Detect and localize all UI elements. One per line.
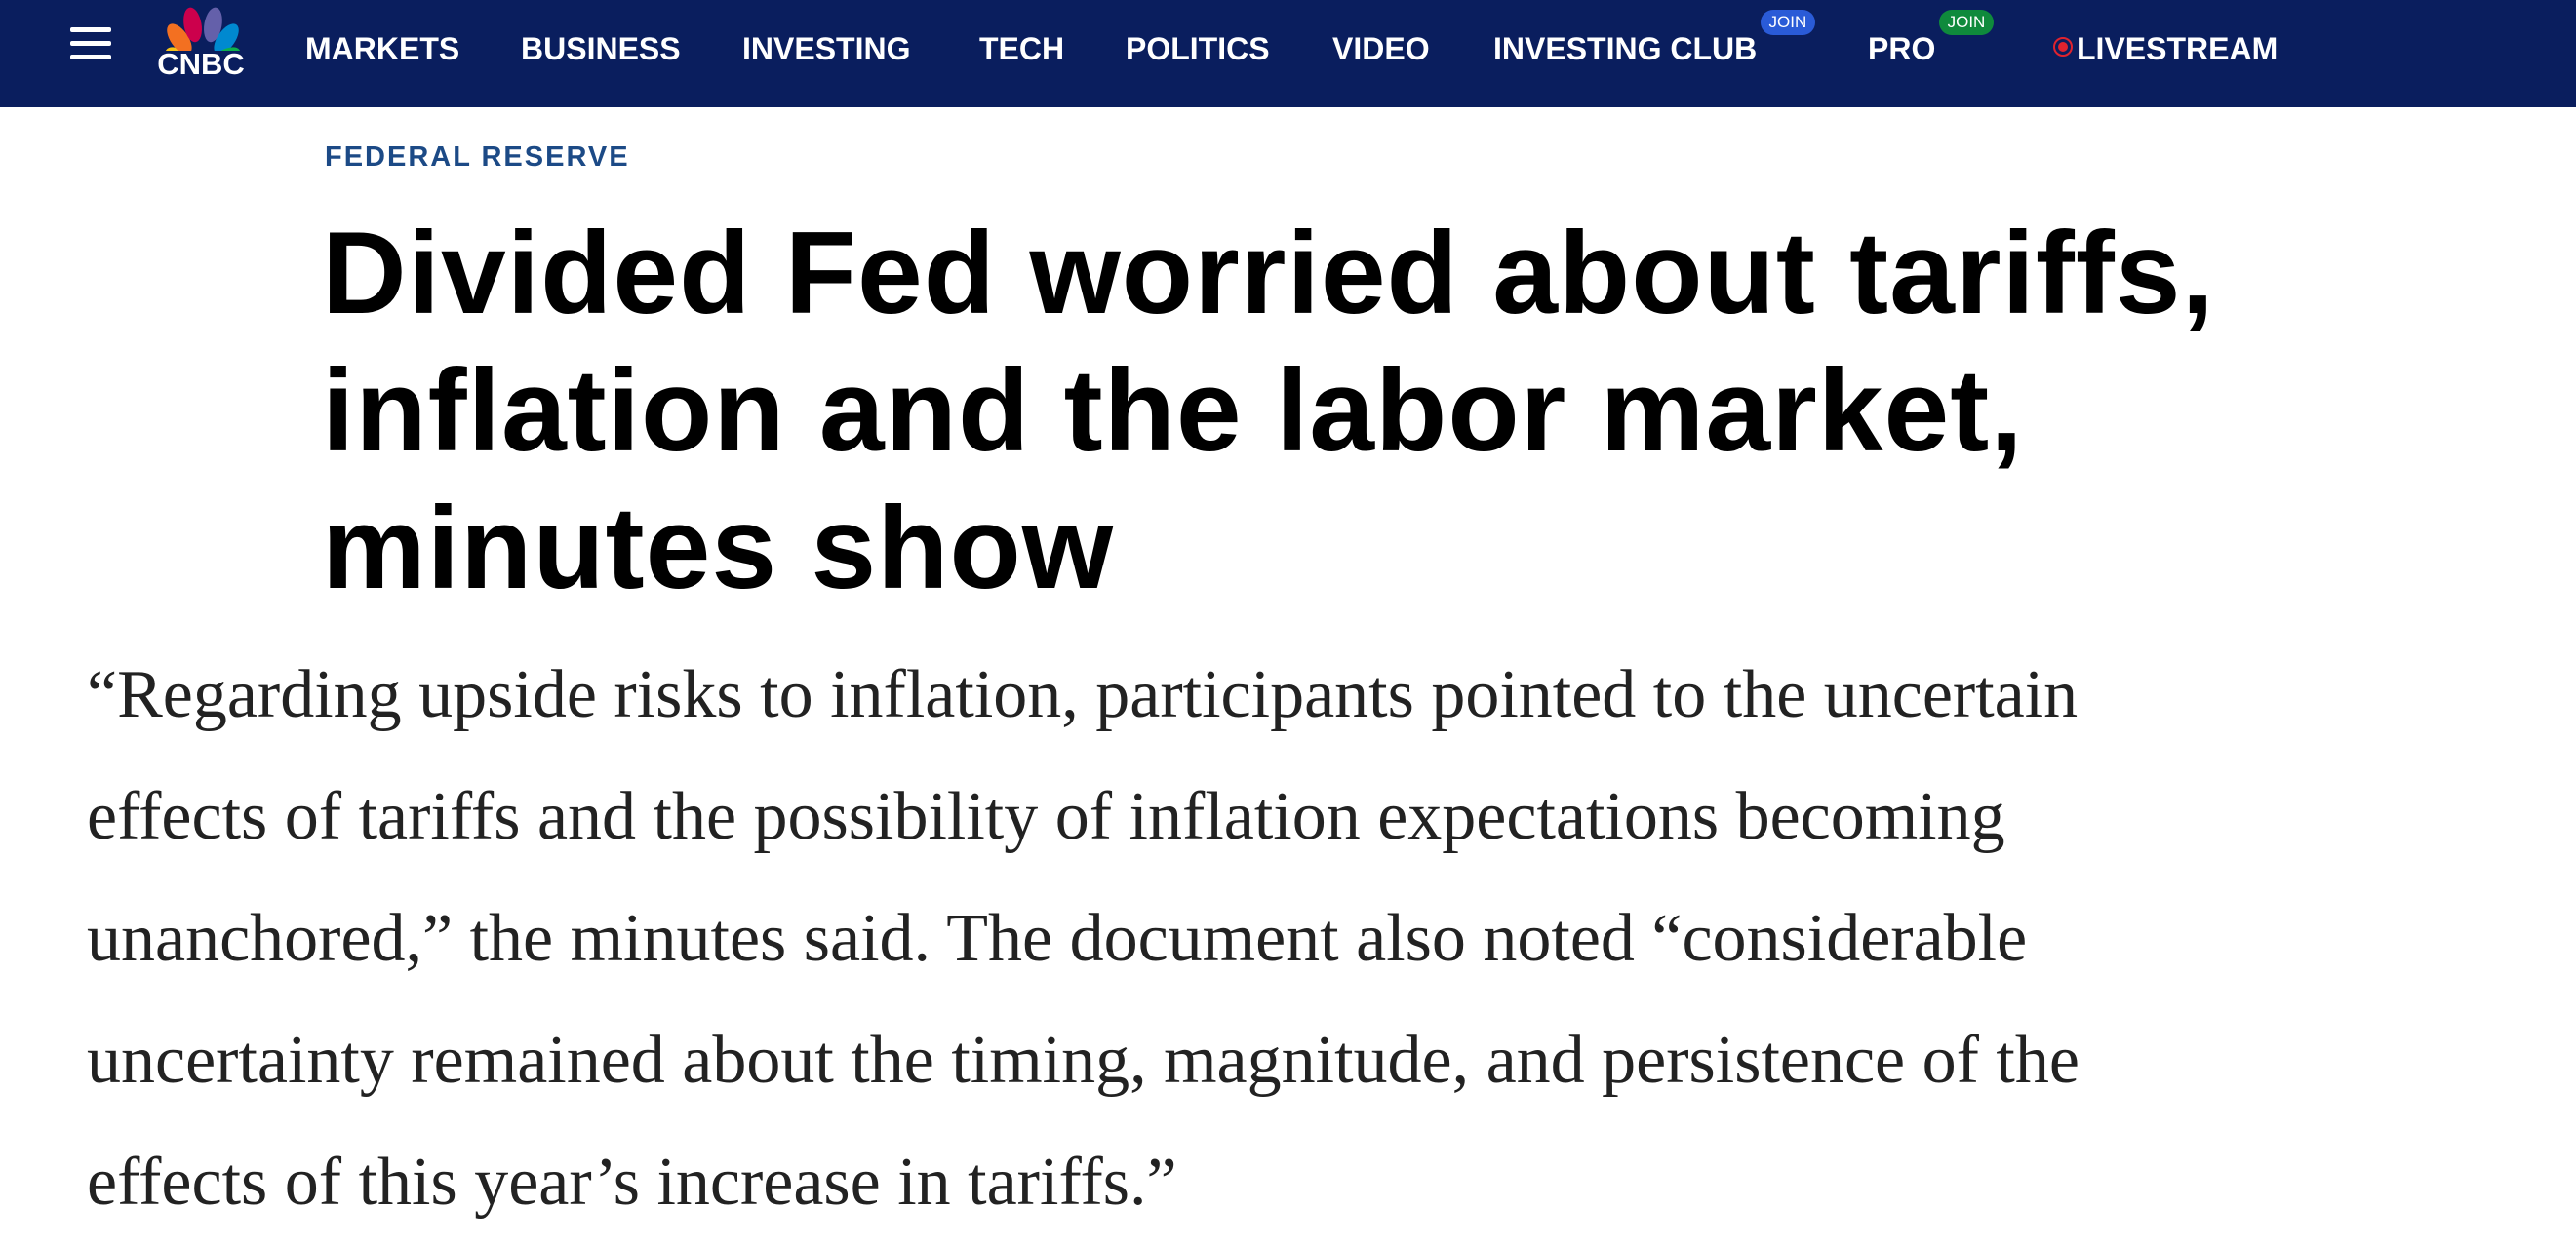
nav-label[interactable]: TECH: [979, 31, 1065, 66]
live-dot: [2053, 37, 2073, 57]
logo-icon: [165, 7, 241, 51]
nav-label[interactable]: BUSINESS: [521, 31, 681, 66]
nav-item[interactable]: TECH: [979, 31, 1064, 67]
join-badge[interactable]: JOIN: [1760, 10, 1816, 35]
nav-item[interactable]: POLITICS: [1126, 31, 1270, 67]
join-badge[interactable]: JOIN: [1938, 10, 1995, 35]
nav-label[interactable]: INVESTING: [742, 31, 911, 66]
nav-item[interactable]: VIDEO: [1332, 31, 1430, 67]
body-line: uncertainty remained about the timing, m…: [87, 1023, 2080, 1098]
nav-label[interactable]: LIVESTREAM: [2077, 31, 2279, 66]
nav-item[interactable]: INVESTING CLUB JOIN: [1493, 10, 1816, 67]
article-body: “Regarding upside risks to inflation, pa…: [87, 634, 2080, 1243]
body-line: effects of tariffs and the possibility o…: [87, 779, 2005, 854]
headline: Divided Fed worried about tariffs, inflat…: [322, 205, 2215, 617]
kicker[interactable]: FEDERAL RESERVE: [325, 141, 630, 173]
headline-line: inflation and the labor market,: [322, 345, 2024, 476]
nav-label[interactable]: VIDEO: [1332, 31, 1430, 66]
body-line: effects of this year’s increase in tarif…: [87, 1145, 1177, 1220]
headline-line: minutes show: [322, 483, 1115, 613]
logo[interactable]: CNBC: [157, 47, 245, 81]
body-line: “Regarding upside risks to inflation, pa…: [87, 657, 2079, 732]
headline-line: Divided Fed worried about tariffs,: [322, 208, 2215, 338]
nav-label[interactable]: MARKETS: [305, 31, 460, 66]
nav-bar: CNBC MARKETS BUSINESS INVESTING TECH POLITIC…: [0, 0, 2576, 107]
nav-item[interactable]: LIVESTREAM: [2053, 31, 2279, 67]
nav-item[interactable]: BUSINESS: [521, 31, 681, 67]
menu-button[interactable]: [70, 27, 111, 62]
nav-label[interactable]: INVESTING CLUB: [1493, 31, 1758, 66]
nav-label[interactable]: POLITICS: [1126, 31, 1270, 66]
nav-item[interactable]: PRO JOIN: [1868, 10, 1995, 67]
nav-item[interactable]: MARKETS: [305, 31, 459, 67]
nav-item[interactable]: INVESTING: [742, 31, 910, 67]
nav-label[interactable]: PRO: [1868, 31, 1936, 66]
body-line: unanchored,” the minutes said. The docum…: [87, 901, 2028, 976]
